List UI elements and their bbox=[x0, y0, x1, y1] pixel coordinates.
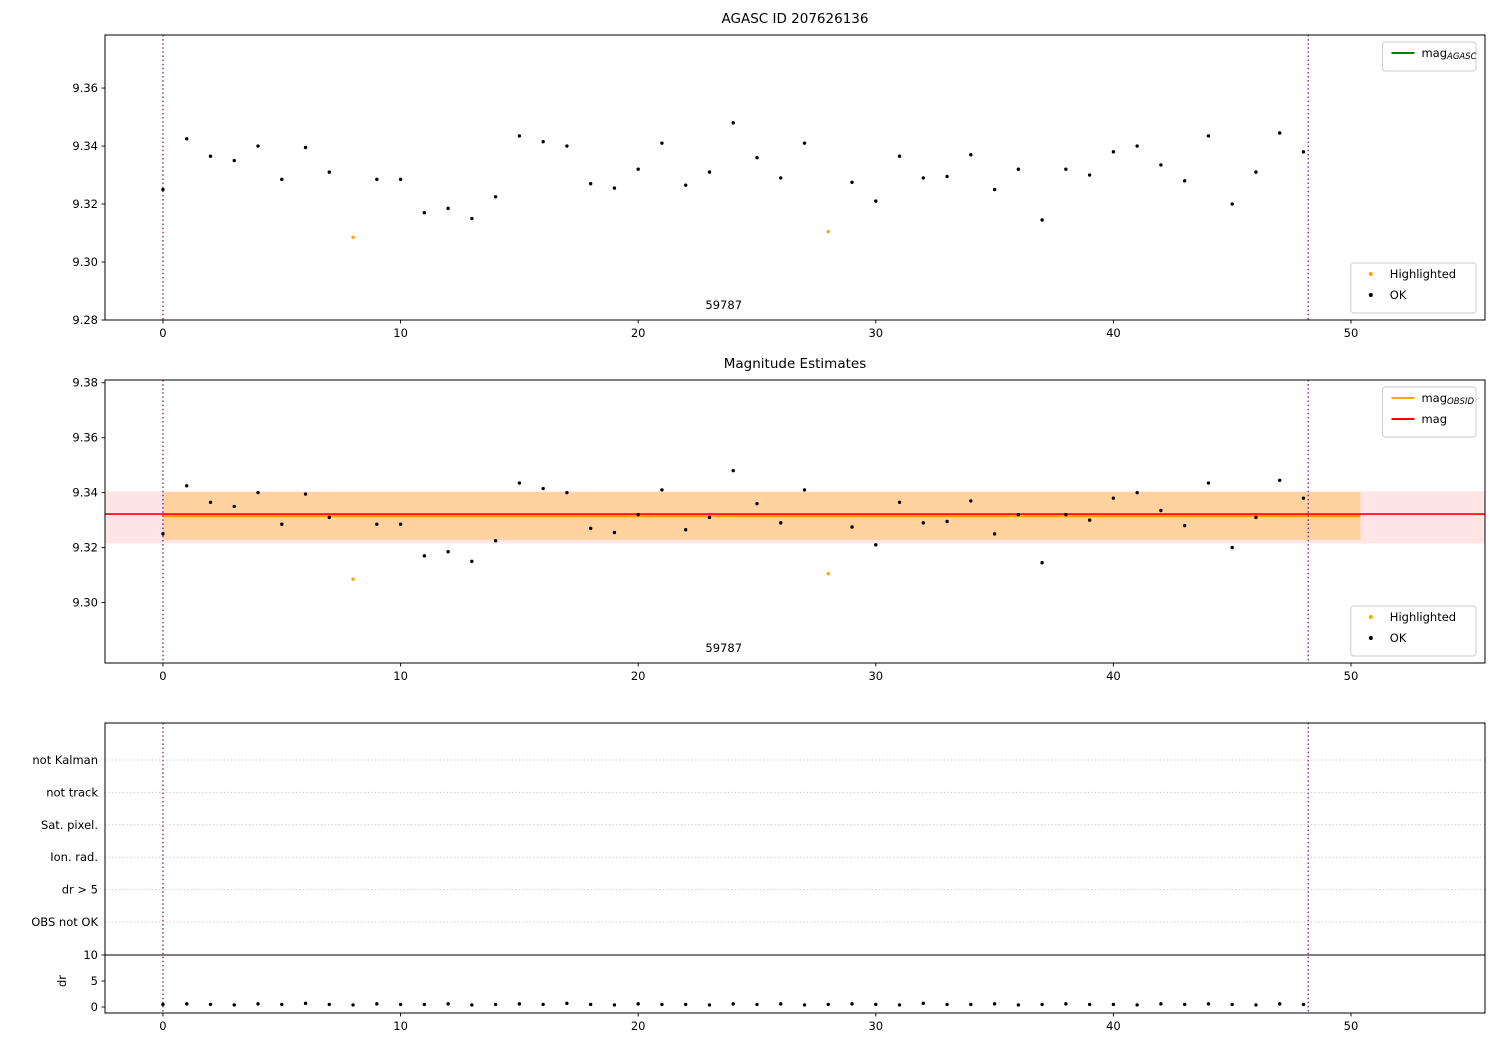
dr-points bbox=[161, 1001, 1306, 1007]
x-tick-label: 30 bbox=[868, 1019, 883, 1033]
flag-label: not Kalman bbox=[32, 753, 98, 767]
panel-1-title: AGASC ID 207626136 bbox=[722, 11, 869, 27]
legend-bottom-right: Highlighted OK bbox=[1350, 262, 1477, 314]
axes-frame bbox=[104, 722, 1486, 1014]
flag-label: not track bbox=[46, 785, 98, 799]
panel-2-title: Magnitude Estimates bbox=[724, 356, 866, 372]
legend-label: mag bbox=[1421, 412, 1447, 426]
series-ok bbox=[161, 121, 1306, 222]
axes-frame bbox=[104, 379, 1486, 664]
series-highlighted bbox=[351, 572, 830, 581]
dr-axis-label: dr bbox=[55, 975, 69, 987]
flag-label: dr > 5 bbox=[62, 883, 98, 897]
legend-dot-sample bbox=[1368, 615, 1373, 619]
y-tick-label: 9.38 bbox=[72, 376, 98, 390]
legend-dot-sample bbox=[1368, 293, 1373, 297]
axes-frame bbox=[104, 34, 1486, 321]
legend-box bbox=[1381, 386, 1477, 438]
x-tick-label: 30 bbox=[868, 669, 883, 683]
x-tick-label: 40 bbox=[1106, 326, 1121, 340]
y-tick-label: 9.34 bbox=[72, 486, 98, 500]
flag-label: Sat. pixel. bbox=[41, 818, 98, 832]
legend-label: Highlighted bbox=[1390, 610, 1456, 624]
y-tick-label: 9.34 bbox=[72, 139, 98, 153]
panel-1: 0 10 20 30 40 50 9.28 9.30 9.32 9.34 9.36 AGASC ID … bbox=[72, 11, 1486, 340]
legend-box bbox=[1350, 262, 1477, 314]
y-tick-label: 9.32 bbox=[72, 197, 98, 211]
panel-3-flags-dr: not Kalman not track Sat. pixel. Ion. rad. d… bbox=[31, 722, 1486, 1033]
flag-label: OBS not OK bbox=[31, 915, 98, 929]
x-tick-label: 20 bbox=[631, 326, 646, 340]
dr-tick-label: 0 bbox=[91, 1000, 98, 1014]
panel-2: 0 10 20 30 40 50 9.30 9.32 9.34 9.36 9.38 Magnitude… bbox=[72, 356, 1486, 683]
x-tick-label: 40 bbox=[1106, 1019, 1121, 1033]
obsid-annotation: 59787 bbox=[705, 298, 742, 312]
y-tick-label: 9.36 bbox=[72, 431, 98, 445]
x-tick-label: 0 bbox=[159, 326, 166, 340]
x-tick-label: 10 bbox=[393, 1019, 408, 1033]
dr-tick-label: 5 bbox=[91, 974, 98, 988]
x-tick-label: 50 bbox=[1344, 326, 1359, 340]
legend-box bbox=[1350, 605, 1477, 657]
obsid-annotation: 59787 bbox=[705, 641, 742, 655]
legend-top-right: magAGASC bbox=[1381, 41, 1477, 72]
x-tick-label: 30 bbox=[868, 326, 883, 340]
legend-dot-sample bbox=[1368, 272, 1373, 276]
series-highlighted bbox=[351, 229, 830, 240]
legend-bottom-right: Highlighted OK bbox=[1350, 605, 1477, 657]
y-tick-label: 9.28 bbox=[72, 313, 98, 327]
x-tick-label: 40 bbox=[1106, 669, 1121, 683]
legend-label: OK bbox=[1390, 631, 1407, 645]
x-tick-label: 10 bbox=[393, 326, 408, 340]
x-tick-label: 10 bbox=[393, 669, 408, 683]
y-tick-label: 9.36 bbox=[72, 81, 98, 95]
y-tick-label: 9.30 bbox=[72, 596, 98, 610]
legend-label: Highlighted bbox=[1390, 267, 1456, 281]
x-tick-label: 20 bbox=[631, 1019, 646, 1033]
y-tick-label: 9.30 bbox=[72, 255, 98, 269]
dr-tick-label: 10 bbox=[83, 948, 98, 962]
legend-dot-sample bbox=[1368, 636, 1373, 640]
legend-box bbox=[1381, 41, 1477, 72]
x-tick-label: 0 bbox=[159, 1019, 166, 1033]
x-tick-label: 50 bbox=[1344, 1019, 1359, 1033]
x-tick-label: 20 bbox=[631, 669, 646, 683]
y-tick-label: 9.32 bbox=[72, 541, 98, 555]
flag-label: Ion. rad. bbox=[50, 850, 98, 864]
legend-label: OK bbox=[1390, 288, 1407, 302]
x-tick-label: 50 bbox=[1344, 669, 1359, 683]
series-ok bbox=[161, 468, 1306, 565]
x-tick-label: 0 bbox=[159, 669, 166, 683]
